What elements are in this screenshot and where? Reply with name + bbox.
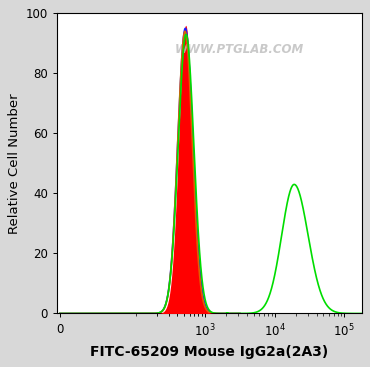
Y-axis label: Relative Cell Number: Relative Cell Number <box>9 93 21 234</box>
Text: WWW.PTGLAB.COM: WWW.PTGLAB.COM <box>175 43 305 56</box>
X-axis label: FITC-65209 Mouse IgG2a(2A3): FITC-65209 Mouse IgG2a(2A3) <box>90 345 328 359</box>
